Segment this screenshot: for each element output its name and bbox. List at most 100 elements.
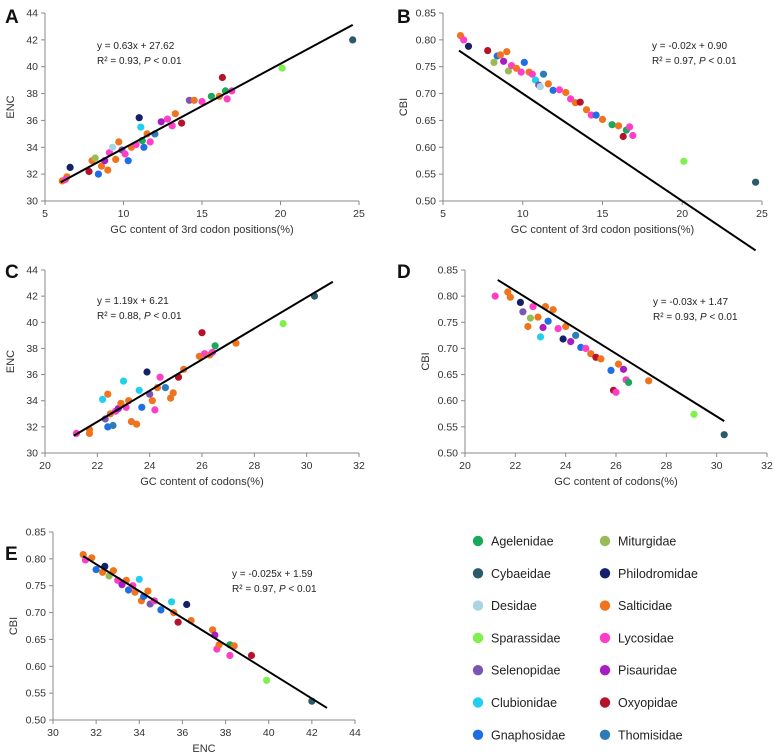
data-point-salticidae (112, 155, 120, 163)
data-point-sparassidae (680, 157, 688, 165)
panel-letter: A (5, 7, 19, 28)
legend-marker (472, 665, 484, 676)
data-point-oxyopidae (247, 651, 256, 660)
data-point-agelenidae (608, 121, 616, 129)
data-point-lycosidae (612, 388, 620, 396)
data-point-philodromidae (559, 335, 567, 343)
data-point-salticidae (104, 390, 112, 398)
y-axis-label: ENC (5, 95, 17, 118)
regression-equation: y = 1.19x + 6.21 (97, 296, 169, 307)
y-tick-label: 44 (26, 265, 38, 277)
data-point-lycosidae (567, 95, 575, 103)
y-tick-label: 0.55 (26, 688, 47, 700)
chart-panel-a: A 5 10 15 20 25 30 32 34 36 38 40 42 44 GC content of … (5, 7, 365, 236)
data-point-lycosidae (555, 86, 564, 94)
legend-marker (472, 632, 484, 644)
legend-label: Sparassidae (491, 631, 561, 645)
data-point-salticidae (534, 313, 542, 321)
legend-label: Oxyopidae (618, 696, 678, 710)
regression-equation: y = -0.03x + 1.47 (653, 297, 728, 308)
panel-letter: B (397, 7, 411, 28)
regression-line (458, 49, 757, 252)
data-point-oxyopidae (85, 167, 93, 176)
data-point-lycosidae (146, 138, 154, 146)
y-tick-label: 0.55 (416, 169, 437, 181)
legend-label: Selenopidae (491, 664, 561, 678)
data-point-gnaphosidae (94, 170, 102, 178)
data-point-salticidae (144, 587, 152, 595)
r-squared-text: R² = 0.97, P < 0.01 (232, 584, 317, 595)
data-point-salticidae (587, 350, 595, 358)
data-point-lycosidae (156, 373, 164, 381)
data-point-lycosidae (554, 325, 562, 333)
panel-letter: E (5, 544, 18, 565)
r-squared-text: R² = 0.88, P < 0.01 (97, 311, 182, 322)
data-point-gnaphosidae (544, 317, 552, 325)
data-point-cybaeidae (752, 178, 760, 186)
data-point-salticidae (598, 115, 607, 123)
data-point-clubionidae (137, 123, 145, 131)
data-point-salticidae (85, 429, 94, 437)
x-tick-label: 25 (756, 208, 768, 220)
data-point-lycosidae (582, 344, 590, 352)
data-point-lycosidae (460, 36, 468, 44)
p-value: P (144, 56, 151, 67)
x-tick-label: 32 (353, 460, 365, 472)
data-point-lycosidae (198, 98, 206, 106)
data-point-salticidae (496, 51, 504, 59)
x-tick-label: 5 (42, 208, 48, 220)
data-point-salticidae (97, 162, 106, 170)
y-tick-label: 0.50 (438, 448, 459, 460)
x-axis-label: GC content of 3rd codon positions(%) (110, 224, 293, 236)
x-tick-label: 36 (177, 727, 189, 739)
y-tick-label: 0.65 (438, 369, 459, 381)
r-squared-value: R² = 0.97, (232, 584, 279, 595)
data-point-pisauridae (567, 338, 575, 346)
x-tick-label: 5 (440, 208, 446, 220)
y-tick-label: 0.60 (416, 142, 437, 154)
y-tick-label: 0.85 (438, 265, 459, 277)
p-value: P (279, 584, 286, 595)
chart-panel-d: D 20 22 24 26 28 30 32 0.50 0.55 0.60 0.65 0.70 0.75 0… (397, 262, 773, 488)
r-squared-text: R² = 0.97, P < 0.01 (652, 56, 737, 67)
x-tick-label: 26 (610, 460, 622, 472)
p-value-rest: < 0.01 (151, 311, 182, 322)
data-point-salticidae (230, 642, 238, 650)
legend-marker (599, 729, 611, 740)
y-tick-label: 0.75 (438, 317, 459, 329)
legend-label: Cybaeidae (491, 567, 551, 581)
legend-item-lycosidae: Lycosidae (599, 631, 674, 645)
y-tick-label: 44 (26, 8, 38, 20)
x-tick-label: 20 (459, 460, 471, 472)
y-tick-label: 0.85 (416, 8, 437, 20)
data-point-salticidae (544, 80, 552, 88)
legend-label: Salticidae (618, 599, 672, 613)
legend-label: Desidae (491, 599, 537, 613)
x-tick-label: 32 (761, 460, 773, 472)
x-tick-label: 24 (144, 460, 156, 472)
data-point-lycosidae (626, 123, 634, 131)
data-point-miturgidae (490, 58, 498, 66)
data-point-salticidae (169, 389, 177, 397)
y-tick-label: 0.50 (26, 715, 47, 727)
data-point-agelenidae (207, 92, 215, 100)
r-squared-text: R² = 0.93, P < 0.01 (97, 56, 182, 67)
data-point-desidae (536, 83, 544, 91)
legend-item-cybaeidae: Cybaeidae (472, 567, 551, 581)
legend-label: Miturgidae (618, 535, 676, 549)
x-tick-label: 28 (248, 460, 260, 472)
regression-line (73, 280, 334, 437)
regression-line (497, 279, 725, 422)
x-axis-label: GC content of codons(%) (140, 476, 264, 488)
y-tick-label: 0.70 (416, 88, 437, 100)
data-point-gnaphosidae (549, 86, 557, 94)
x-tick-label: 30 (711, 460, 723, 472)
x-tick-label: 22 (91, 460, 103, 472)
y-tick-label: 0.80 (416, 34, 437, 46)
y-tick-label: 30 (26, 196, 38, 208)
y-tick-label: 40 (26, 61, 38, 73)
regression-equation: y = -0.02x + 0.90 (652, 41, 727, 52)
y-tick-label: 0.60 (438, 395, 459, 407)
legend-item-sparassidae: Sparassidae (472, 631, 561, 645)
